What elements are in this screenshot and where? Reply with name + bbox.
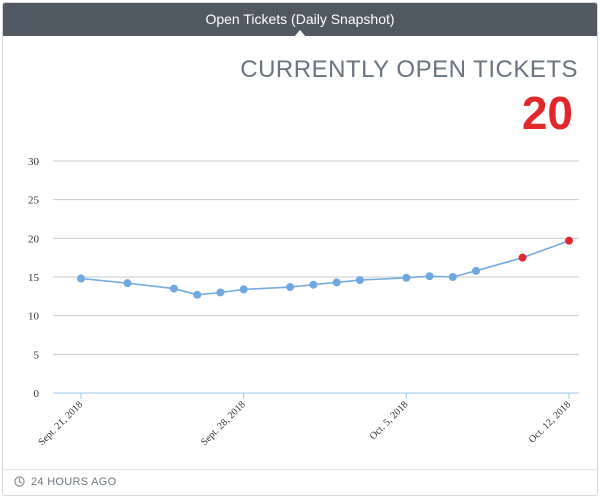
- data-point: [286, 283, 295, 292]
- data-point: [472, 266, 481, 275]
- data-point: [309, 280, 318, 289]
- x-tick-label: Oct. 5, 2018: [368, 399, 411, 442]
- data-point: [425, 272, 434, 281]
- header-notch: [294, 30, 306, 37]
- series-line: [80, 239, 570, 296]
- data-point: [77, 274, 85, 283]
- y-tick-label: 15: [28, 272, 40, 284]
- data-point: [239, 285, 248, 294]
- data-point: [193, 290, 202, 299]
- data-point: [355, 276, 364, 285]
- kpi-label: CURRENTLY OPEN TICKETS: [240, 56, 578, 83]
- y-tick-label: 20: [28, 233, 40, 245]
- x-tick-label: Sept. 28, 2018: [199, 399, 248, 448]
- line-chart: 0 5 10 15 20 25 30 Sept. 21, 2018 Sept. 28, 2018…: [28, 156, 579, 448]
- data-point: [332, 278, 341, 287]
- y-tick-label: 30: [28, 156, 40, 168]
- y-tick-label: 10: [28, 311, 40, 323]
- card-title: Open Tickets (Daily Snapshot): [205, 11, 395, 27]
- card-header: Open Tickets (Daily Snapshot): [3, 3, 597, 37]
- footer-timestamp: 24 HOURS AGO: [31, 476, 117, 488]
- highlight-point: [565, 236, 573, 245]
- x-tick-label: Sept. 21, 2018: [36, 399, 85, 448]
- y-tick-label: 0: [34, 388, 40, 400]
- data-point: [448, 273, 457, 281]
- clock-icon: [14, 476, 25, 487]
- data-point: [216, 288, 225, 297]
- data-point: [402, 273, 411, 282]
- x-tick-label: Oct. 12, 2018: [527, 399, 573, 445]
- data-point: [169, 284, 178, 293]
- y-tick-label: 25: [28, 195, 40, 207]
- y-tick-label: 5: [34, 349, 40, 361]
- highlight-point: [518, 253, 527, 262]
- card-footer: 24 HOURS AGO: [3, 469, 597, 495]
- data-point: [123, 279, 132, 288]
- kpi-value: 20: [521, 87, 573, 139]
